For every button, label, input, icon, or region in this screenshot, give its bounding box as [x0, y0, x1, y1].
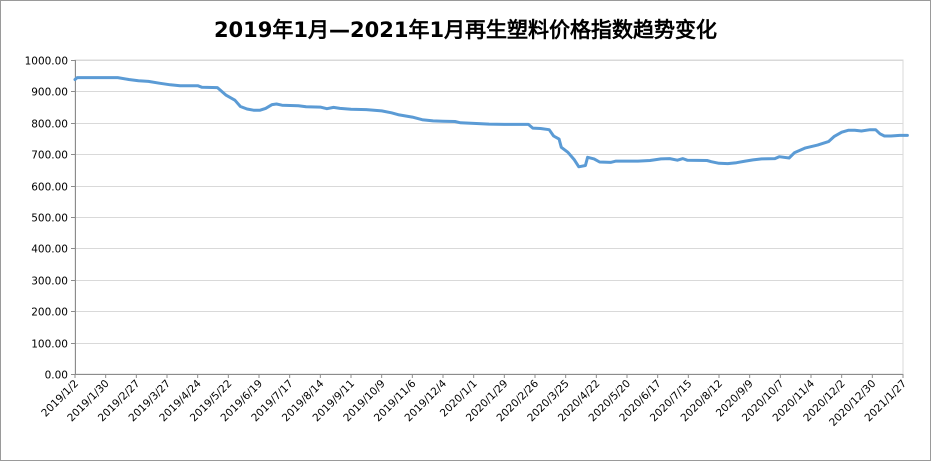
y-tick-label: 500.00 [31, 213, 68, 225]
y-tick-label: 900.00 [31, 87, 68, 99]
y-tick-label: 200.00 [31, 307, 68, 319]
y-tick-label: 300.00 [31, 276, 68, 288]
y-tick-label: 400.00 [31, 244, 68, 256]
y-tick-label: 600.00 [31, 182, 68, 194]
y-tick-label: 100.00 [31, 339, 68, 351]
y-tick-label: 0.00 [45, 370, 68, 382]
y-tick-label: 1000.00 [25, 56, 68, 68]
y-tick-label: 700.00 [31, 150, 68, 162]
chart-title: 2019年1月—2021年1月再生塑料价格指数趋势变化 [213, 18, 718, 42]
series-line [73, 76, 909, 169]
y-tick-label: 800.00 [31, 119, 68, 131]
